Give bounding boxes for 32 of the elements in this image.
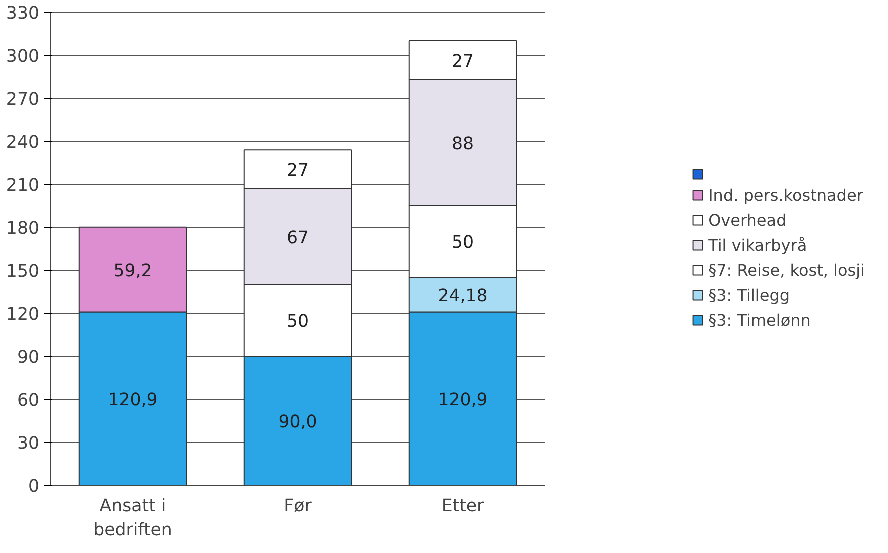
y-tick-label: 300 — [6, 47, 40, 67]
legend-label: Ind. pers.kostnader — [708, 186, 864, 204]
y-tick-label: 180 — [6, 219, 40, 239]
y-tick-label: 0 — [28, 477, 40, 497]
y-tick-label: 210 — [6, 176, 40, 196]
legend-label: Overhead — [708, 210, 787, 230]
data-label: 90,0 — [278, 412, 318, 432]
y-tick-label: 30 — [17, 434, 40, 454]
data-label: 24,18 — [438, 286, 488, 306]
y-tick-label: 90 — [17, 348, 40, 368]
data-label: 27 — [286, 160, 310, 181]
legend-label: §3: Tillegg — [708, 286, 790, 304]
data-label: 50 — [452, 233, 474, 254]
y-tick-label: 240 — [6, 133, 40, 153]
y-tick-label: 120 — [6, 305, 40, 325]
y-tick-label: 270 — [6, 90, 40, 110]
data-label: 50 — [286, 312, 310, 332]
legend-label: Til vikarbyrå — [708, 236, 808, 254]
data-label: 120,9 — [108, 390, 158, 410]
y-tick-label: 330 — [6, 4, 40, 24]
legend-label: §3: Timelønn — [708, 310, 811, 330]
data-label: 67 — [286, 228, 310, 248]
x-tick-label: Etter — [442, 496, 486, 516]
data-label: 88 — [452, 134, 474, 154]
data-label: 59,2 — [114, 261, 152, 282]
data-label: 27 — [452, 52, 474, 72]
y-tick-label: 150 — [6, 262, 40, 282]
legend-label: §7: Reise, kost, losji — [708, 260, 865, 280]
x-tick-label: Før — [284, 496, 313, 516]
x-tick-label: Ansatt i bedriften — [94, 496, 172, 540]
data-label: 120,9 — [438, 390, 488, 410]
y-tick-label: 60 — [17, 391, 40, 411]
